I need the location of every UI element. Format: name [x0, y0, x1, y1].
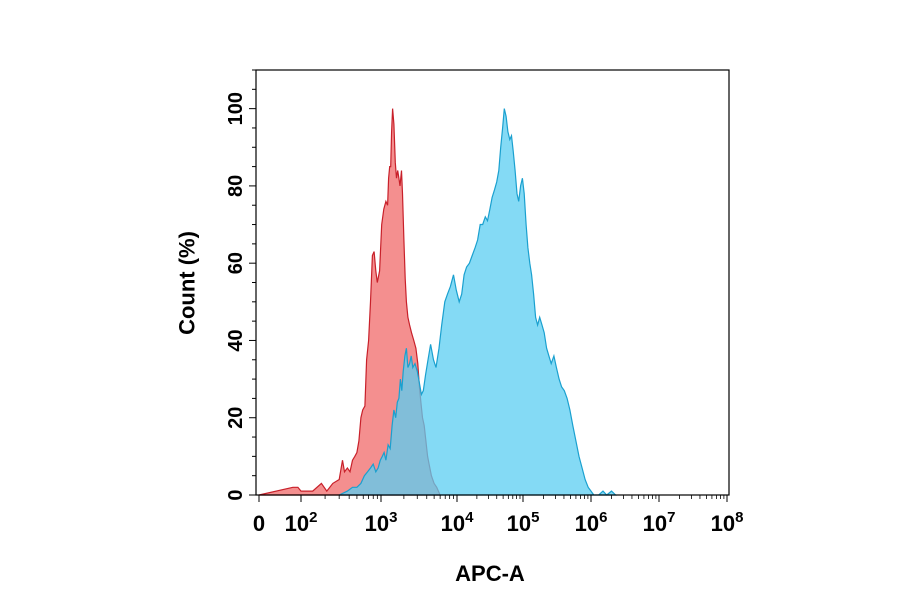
y-tick-label: 0: [225, 489, 247, 500]
y-tick-label: 60: [225, 252, 247, 274]
y-axis-title: Count (%): [175, 231, 200, 335]
x-tick-label: 102: [285, 509, 318, 536]
histogram-series-2: [338, 108, 618, 496]
x-tick-label: 104: [441, 509, 474, 536]
x-tick-label: 107: [643, 509, 676, 536]
y-tick-label: 20: [225, 407, 247, 429]
y-tick-label: 100: [225, 92, 247, 125]
x-axis-title: APC-A: [455, 561, 525, 586]
y-axis: 0 20 40 60 80 100: [225, 69, 256, 501]
x-tick-label: 103: [365, 509, 398, 536]
x-tick-label: 108: [711, 509, 744, 536]
x-tick-label: 106: [575, 509, 608, 536]
x-tick-label: 105: [507, 509, 540, 536]
x-axis: 0 102 103 104 105 106 107 108: [253, 495, 744, 536]
y-tick-label: 40: [225, 329, 247, 351]
x-tick-label: 0: [253, 511, 265, 536]
series-layer: [258, 108, 618, 496]
y-tick-label: 80: [225, 175, 247, 197]
